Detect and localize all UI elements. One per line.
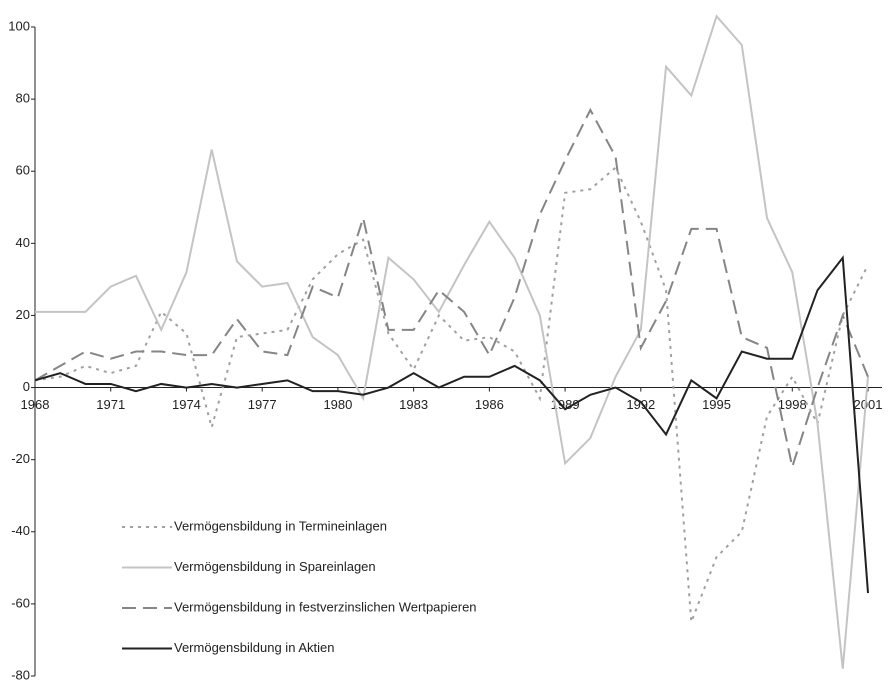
x-tick-label: 1998 [778, 397, 807, 412]
y-tick-label: 40 [16, 235, 30, 250]
series-line [35, 14, 869, 669]
y-tick-label: -60 [11, 595, 30, 610]
y-tick-label: 0 [23, 379, 30, 394]
y-tick-label: 80 [16, 91, 30, 106]
legend-label: Vermögensbildung in festverzinslichen We… [174, 599, 477, 614]
x-tick-label: 1980 [323, 397, 352, 412]
legend-label: Vermögensbildung in Aktien [174, 640, 334, 655]
x-tick-label: 1995 [702, 397, 731, 412]
y-tick-label: 100 [8, 18, 30, 33]
x-tick-label: 1974 [172, 397, 201, 412]
legend-label: Vermögensbildung in Termineinlagen [174, 518, 387, 533]
x-tick-label: 1968 [21, 397, 50, 412]
x-tick-label: 1992 [626, 397, 655, 412]
series-line [34, 166, 869, 623]
x-tick-label: 2001 [854, 397, 883, 412]
y-tick-label: -40 [11, 523, 30, 538]
y-tick-label: -20 [11, 451, 30, 466]
x-tick-label: 1971 [96, 397, 125, 412]
legend-label: Vermögensbildung in Spareinlagen [174, 559, 376, 574]
x-tick-label: 1977 [248, 397, 277, 412]
y-tick-label: 60 [16, 163, 30, 178]
x-tick-label: 1986 [475, 397, 504, 412]
series-line [34, 255, 869, 594]
y-tick-label: -80 [11, 667, 30, 682]
x-tick-label: 1983 [399, 397, 428, 412]
series-line [34, 107, 869, 471]
y-tick-label: 20 [16, 307, 30, 322]
